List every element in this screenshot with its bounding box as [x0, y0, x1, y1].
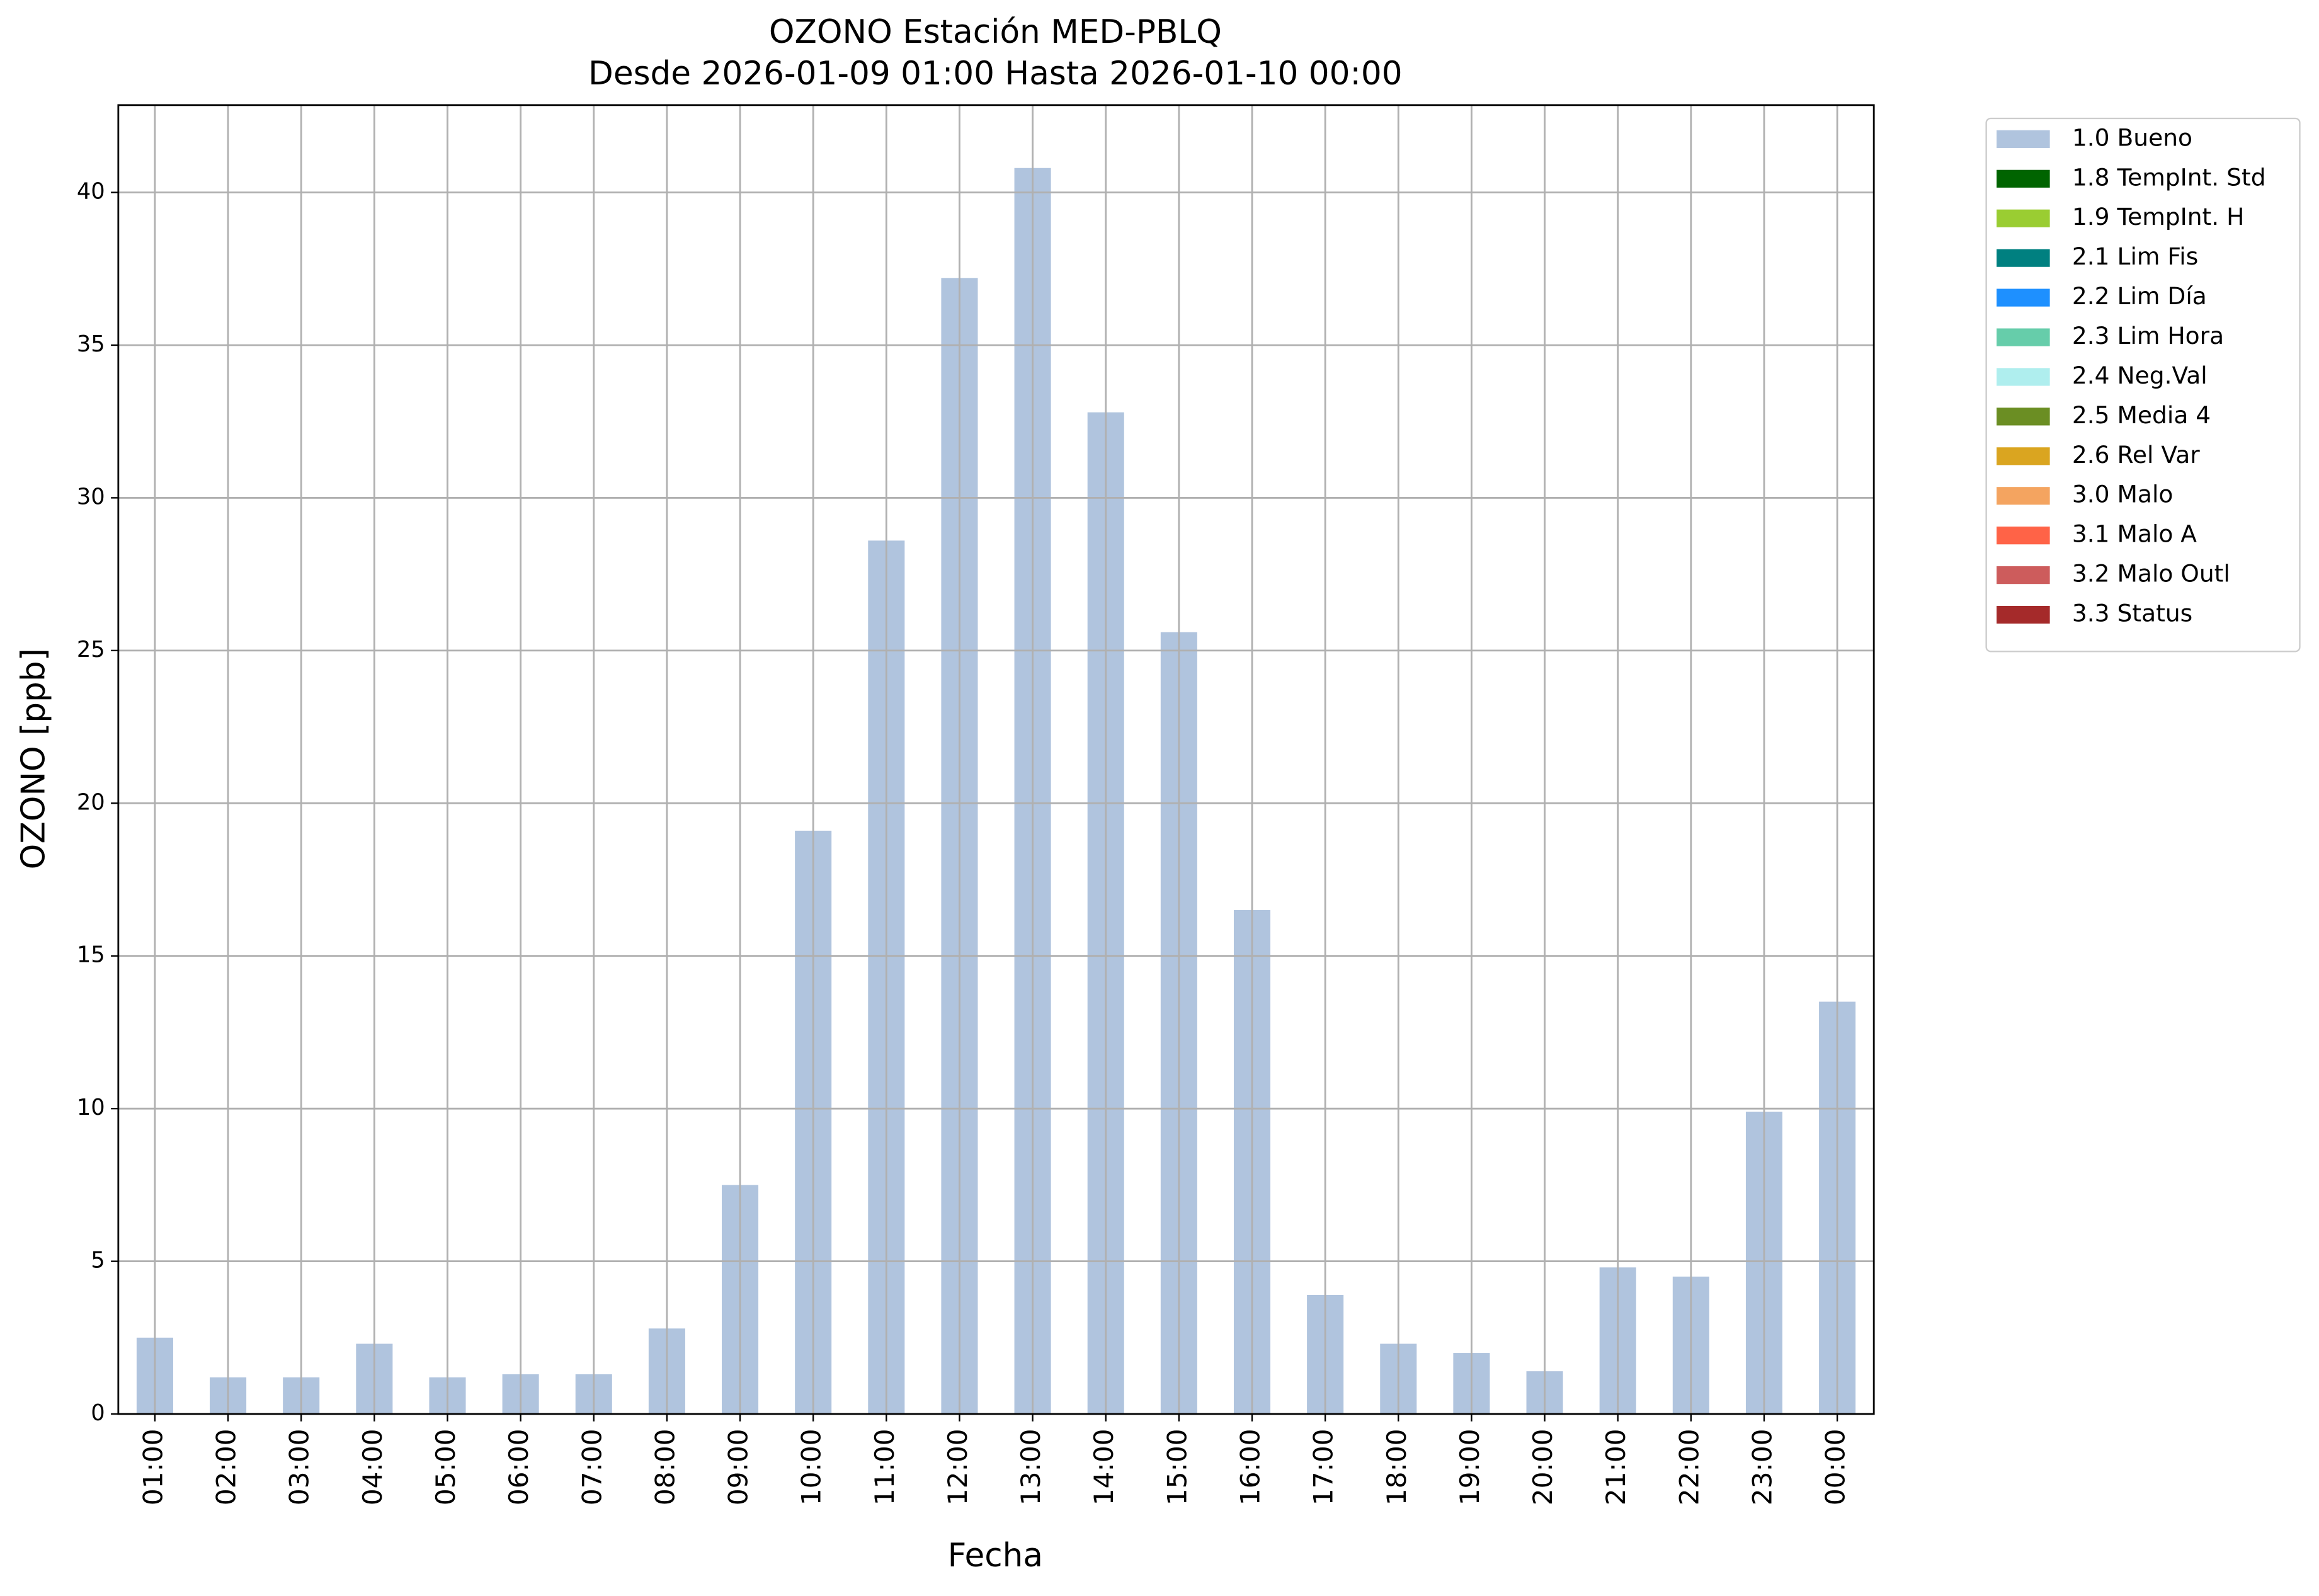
- legend-swatch: [1997, 130, 2050, 148]
- x-tick-label: 06:00: [503, 1429, 534, 1506]
- legend-label: 2.1 Lim Fis: [2072, 242, 2198, 270]
- legend-swatch: [1997, 209, 2050, 227]
- y-tick-label: 30: [77, 484, 105, 510]
- legend-label: 3.1 Malo A: [2072, 520, 2197, 548]
- legend-label: 2.4 Neg.Val: [2072, 362, 2208, 389]
- legend-label: 3.0 Malo: [2072, 481, 2174, 508]
- legend-swatch: [1997, 487, 2050, 505]
- chart-title: OZONO Estación MED-PBLQ: [769, 13, 1222, 51]
- x-tick-label: 23:00: [1746, 1429, 1777, 1506]
- y-tick-label: 35: [77, 331, 105, 357]
- x-tick-label: 10:00: [796, 1429, 827, 1506]
- y-tick-label: 15: [77, 942, 105, 968]
- x-tick-label: 18:00: [1381, 1429, 1412, 1506]
- legend-label: 2.5 Media 4: [2072, 401, 2211, 429]
- x-tick-label: 08:00: [649, 1429, 680, 1506]
- y-tick-label: 25: [77, 637, 105, 663]
- chart-subtitle: Desde 2026-01-09 01:00 Hasta 2026-01-10 …: [588, 55, 1403, 93]
- legend-swatch: [1997, 605, 2050, 624]
- y-tick-label: 20: [77, 789, 105, 815]
- y-axis-label: OZONO [ppb]: [14, 648, 52, 869]
- plot-frame: [117, 104, 1875, 1415]
- legend-swatch: [1997, 249, 2050, 267]
- x-tick-label: 01:00: [137, 1429, 168, 1506]
- x-tick-label: 14:00: [1088, 1429, 1119, 1506]
- legend-box: [1985, 117, 2301, 653]
- x-tick-label: 19:00: [1454, 1429, 1485, 1506]
- x-tick-label: 15:00: [1161, 1429, 1192, 1506]
- x-axis-label: Fecha: [948, 1537, 1043, 1575]
- x-tick-label: 05:00: [430, 1429, 461, 1506]
- legend-label: 1.8 TempInt. Std: [2072, 163, 2266, 191]
- legend-label: 2.6 Rel Var: [2072, 441, 2200, 469]
- legend-label: 3.3 Status: [2072, 600, 2192, 627]
- y-tick-label: 0: [91, 1400, 105, 1426]
- legend-swatch: [1997, 288, 2050, 307]
- x-tick-label: 02:00: [211, 1429, 242, 1506]
- legend-label: 2.2 Lim Día: [2072, 282, 2207, 310]
- x-tick-label: 12:00: [942, 1429, 973, 1506]
- legend-swatch: [1997, 169, 2050, 188]
- x-tick-label: 11:00: [869, 1429, 900, 1506]
- y-tick-label: 10: [77, 1095, 105, 1120]
- legend-label: 2.3 Lim Hora: [2072, 322, 2224, 350]
- x-tick-label: 03:00: [284, 1429, 315, 1506]
- x-tick-label: 00:00: [1820, 1429, 1851, 1506]
- legend-swatch: [1997, 408, 2050, 426]
- legend-swatch: [1997, 328, 2050, 346]
- legend-label: 1.9 TempInt. H: [2072, 203, 2245, 231]
- legend-label: 1.0 Bueno: [2072, 123, 2192, 151]
- x-tick-label: 16:00: [1235, 1429, 1266, 1506]
- legend-swatch: [1997, 566, 2050, 584]
- x-tick-label: 20:00: [1527, 1429, 1558, 1506]
- x-tick-label: 17:00: [1308, 1429, 1339, 1506]
- x-tick-label: 09:00: [723, 1429, 754, 1506]
- legend-label: 3.2 Malo Outl: [2072, 560, 2230, 588]
- legend-swatch: [1997, 527, 2050, 545]
- x-tick-label: 04:00: [357, 1429, 388, 1506]
- x-tick-label: 07:00: [576, 1429, 607, 1506]
- y-tick-label: 40: [77, 179, 105, 205]
- y-tick-label: 5: [91, 1248, 105, 1274]
- legend-swatch: [1997, 368, 2050, 386]
- x-tick-label: 13:00: [1015, 1429, 1046, 1506]
- x-tick-label: 22:00: [1673, 1429, 1704, 1506]
- legend-swatch: [1997, 447, 2050, 465]
- x-tick-label: 21:00: [1600, 1429, 1631, 1506]
